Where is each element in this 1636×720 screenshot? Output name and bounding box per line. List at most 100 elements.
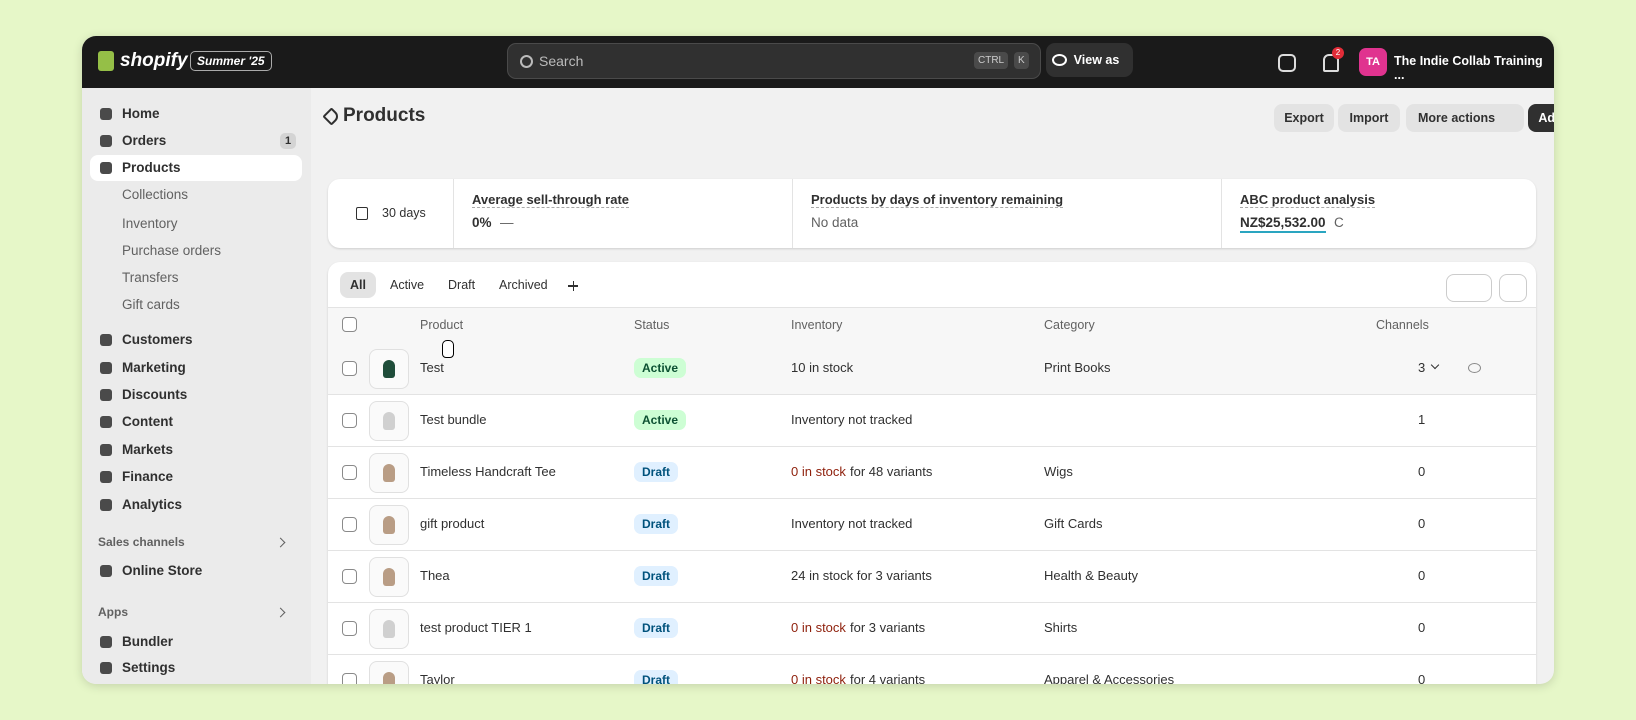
- nav-icon: [100, 565, 112, 577]
- table-row[interactable]: Timeless Handcraft Tee Draft 0 in stock for…: [328, 447, 1536, 499]
- products-table: All Active Draft Archived Product Status Inven…: [328, 262, 1536, 684]
- inventory: 24 in stock for 3 variants: [791, 568, 932, 583]
- avatar[interactable]: TA: [1359, 48, 1387, 76]
- nav-item[interactable]: Analytics: [90, 492, 302, 518]
- notification-count: 2: [1332, 47, 1344, 59]
- nav-label: Markets: [122, 442, 174, 457]
- nav-icon: [100, 389, 112, 401]
- thumbnail-image: [383, 568, 395, 586]
- nav-item[interactable]: Marketing: [90, 355, 302, 381]
- search[interactable]: Search CTRL K: [507, 43, 1041, 79]
- nav-item[interactable]: Discounts: [90, 382, 302, 408]
- nav-item[interactable]: Online Store: [90, 558, 302, 584]
- checkbox[interactable]: [342, 517, 357, 532]
- nav-subitem[interactable]: Transfers: [122, 270, 179, 285]
- checkbox[interactable]: [342, 673, 357, 684]
- bell[interactable]: [1323, 54, 1339, 72]
- product-name[interactable]: test product TIER 1: [420, 620, 532, 635]
- metric-title[interactable]: Average sell-through rate: [472, 192, 630, 208]
- thumbnail-image: [383, 516, 395, 534]
- nav-subitem[interactable]: Collections: [122, 187, 189, 202]
- checkbox[interactable]: [342, 569, 357, 584]
- thumbnail: [369, 557, 409, 597]
- thumbnail: [369, 453, 409, 493]
- period[interactable]: 30 days: [382, 206, 426, 220]
- main: Products 30 days Average sell-through ra…: [311, 88, 1554, 684]
- metric-title[interactable]: Products by days of inventory remaining: [811, 192, 1064, 208]
- checkbox[interactable]: [342, 361, 357, 376]
- product-name[interactable]: Timeless Handcraft Tee: [420, 464, 556, 479]
- key: K: [1014, 52, 1029, 69]
- button[interactable]: Import: [1338, 104, 1400, 132]
- tab[interactable]: Active: [390, 278, 425, 292]
- product-name[interactable]: Taylor: [420, 672, 455, 684]
- sidebar: Home Orders 1 Products Collections Inventory P…: [82, 88, 311, 684]
- nav-icon: [100, 108, 112, 120]
- table-row[interactable]: Taylor Draft 0 in stock for 4 variants Appar…: [328, 655, 1536, 684]
- table-row[interactable]: gift product Draft Inventory not tracked Gi…: [328, 499, 1536, 551]
- chevron[interactable]: [1430, 360, 1440, 370]
- checkbox[interactable]: [342, 465, 357, 480]
- tab[interactable]: All: [340, 272, 376, 298]
- button[interactable]: Add product: [1528, 104, 1554, 132]
- checkbox[interactable]: [342, 413, 357, 428]
- product-name[interactable]: Thea: [420, 568, 450, 583]
- nav-item[interactable]: Orders 1: [90, 128, 302, 154]
- thumbnail: [369, 505, 409, 545]
- table-row[interactable]: test product TIER 1 Draft 0 in stock for 3 …: [328, 603, 1536, 655]
- table-row[interactable]: Test Active 10 in stock Print Books 3: [328, 343, 1536, 395]
- nav-label: Discounts: [122, 387, 188, 402]
- icon[interactable]: [1278, 54, 1296, 72]
- button[interactable]: More actions: [1406, 104, 1524, 132]
- nav-label: Settings: [122, 660, 176, 675]
- nav-item[interactable]: Content: [90, 409, 302, 435]
- nav-item[interactable]: Settings: [90, 655, 302, 681]
- nav-label: Customers: [122, 332, 193, 347]
- nav-item[interactable]: Home: [90, 101, 302, 127]
- thumbnail: [369, 349, 409, 389]
- sort-button[interactable]: [1499, 274, 1527, 302]
- nav-item[interactable]: Markets: [90, 437, 302, 463]
- tag-icon: [322, 107, 341, 126]
- metric-extra: —: [500, 215, 514, 230]
- metric-title[interactable]: ABC product analysis: [1240, 192, 1376, 208]
- search-filter-button[interactable]: [1446, 274, 1492, 302]
- nav-item[interactable]: Customers: [90, 327, 302, 353]
- metric-value: No data: [811, 215, 859, 230]
- nav-subitem[interactable]: Gift cards: [122, 297, 180, 312]
- store-name[interactable]: The Indie Collab Training ...: [1394, 54, 1543, 82]
- nav-label: Content: [122, 414, 173, 429]
- preview-icon[interactable]: [1468, 363, 1481, 373]
- channels: 0: [1418, 464, 1426, 479]
- status: Draft: [634, 670, 679, 684]
- product-name[interactable]: gift product: [420, 516, 485, 531]
- nav-item[interactable]: Finance: [90, 464, 302, 490]
- inventory: Inventory not tracked: [791, 516, 913, 531]
- thumbnail-image: [383, 672, 395, 684]
- nav-subitem[interactable]: Inventory: [122, 216, 178, 231]
- inventory: for 4 variants: [850, 672, 926, 684]
- channels[interactable]: 3: [1418, 360, 1426, 375]
- tab[interactable]: Draft: [448, 278, 476, 292]
- nav-label: Online Store: [122, 563, 203, 578]
- table-row[interactable]: Test bundle Active Inventory not tracked 1: [328, 395, 1536, 447]
- chevron[interactable]: [275, 607, 286, 618]
- column-header: Inventory: [791, 318, 843, 332]
- tab[interactable]: Archived: [499, 278, 548, 292]
- product-name[interactable]: Test: [420, 360, 444, 375]
- checkbox[interactable]: [342, 317, 357, 332]
- nav-icon: [100, 334, 112, 346]
- button[interactable]: Export: [1274, 104, 1334, 132]
- nav-icon: [100, 362, 112, 374]
- section-title: Apps: [98, 605, 128, 619]
- nav-item[interactable]: Bundler: [90, 629, 302, 655]
- nav-subitem[interactable]: Purchase orders: [122, 243, 222, 258]
- channels: 1: [1418, 412, 1426, 427]
- badge: Summer '25: [190, 51, 272, 71]
- product-name[interactable]: Test bundle: [420, 412, 487, 427]
- nav-item[interactable]: Products: [90, 155, 302, 181]
- checkbox[interactable]: [342, 621, 357, 636]
- table-row[interactable]: Thea Draft 24 in stock for 3 variants Healt…: [328, 551, 1536, 603]
- chevron[interactable]: [275, 537, 286, 548]
- nav-label: Finance: [122, 469, 174, 484]
